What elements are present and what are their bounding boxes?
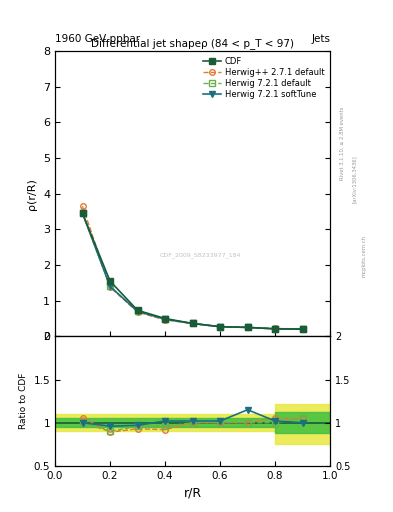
Text: CDF_2009_S8233977_184: CDF_2009_S8233977_184 xyxy=(160,252,241,258)
Text: Jets: Jets xyxy=(311,33,330,44)
Text: [arXiv:1306.3436]: [arXiv:1306.3436] xyxy=(352,155,357,203)
X-axis label: r/R: r/R xyxy=(184,486,202,499)
Legend: CDF, Herwig++ 2.7.1 default, Herwig 7.2.1 default, Herwig 7.2.1 softTune: CDF, Herwig++ 2.7.1 default, Herwig 7.2.… xyxy=(201,55,326,101)
Text: mcplots.cern.ch: mcplots.cern.ch xyxy=(362,235,367,277)
Text: Rivet 3.1.10, ≥ 2.8M events: Rivet 3.1.10, ≥ 2.8M events xyxy=(340,106,345,180)
Y-axis label: ρ(r/R): ρ(r/R) xyxy=(28,178,37,210)
Text: 1960 GeV ppbar: 1960 GeV ppbar xyxy=(55,33,140,44)
Title: Differential jet shapeρ (84 < p_T < 97): Differential jet shapeρ (84 < p_T < 97) xyxy=(91,38,294,49)
Y-axis label: Ratio to CDF: Ratio to CDF xyxy=(19,373,28,429)
